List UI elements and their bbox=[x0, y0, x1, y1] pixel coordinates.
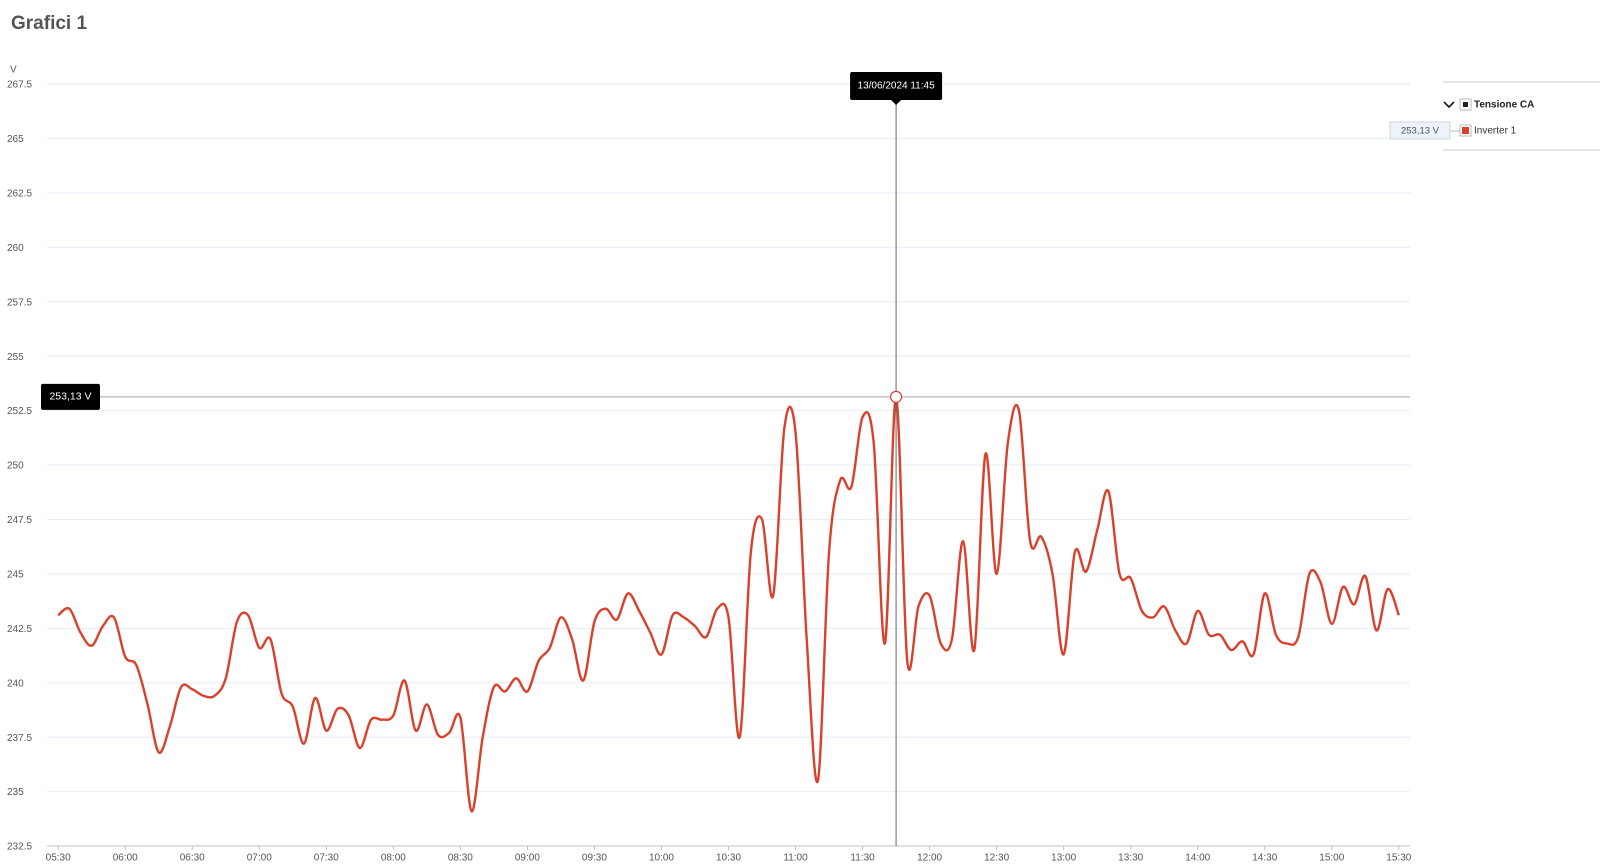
x-tick-label: 12:30 bbox=[984, 853, 1009, 864]
x-tick-label: 12:00 bbox=[917, 853, 942, 864]
plot: 232.5 235 237.5 240 242.5 245 247.5 250 252.5 255… bbox=[7, 72, 1412, 864]
y-tick-label: 267.5 bbox=[7, 80, 32, 91]
y-tick-label: 247.5 bbox=[7, 515, 32, 526]
y-tick-label: 262.5 bbox=[7, 188, 32, 199]
legend-label[interactable]: Inverter 1 bbox=[1474, 126, 1517, 137]
legend-value: 253,13 V bbox=[1401, 126, 1440, 137]
y-tick-label: 245 bbox=[7, 569, 24, 580]
x-tick-label: 07:00 bbox=[247, 853, 272, 864]
page-title: Grafici 1 bbox=[11, 13, 87, 34]
legend-group-label: Tensione CA bbox=[1474, 100, 1534, 111]
x-tick-label: 09:00 bbox=[515, 853, 540, 864]
y-tick-label: 235 bbox=[7, 787, 24, 798]
x-tick-label: 08:30 bbox=[448, 853, 473, 864]
x-tick-label: 05:30 bbox=[46, 853, 71, 864]
x-tick-label: 10:00 bbox=[649, 853, 674, 864]
y-tick-label: 242.5 bbox=[7, 624, 32, 635]
x-tick-label: 14:30 bbox=[1252, 853, 1277, 864]
y-unit: V bbox=[10, 65, 17, 76]
x-tick-label: 13:00 bbox=[1051, 853, 1076, 864]
series-line bbox=[57, 395, 1400, 813]
x-tick-label: 08:00 bbox=[381, 853, 406, 864]
x-tick-label: 07:30 bbox=[314, 853, 339, 864]
y-tick-label: 240 bbox=[7, 678, 24, 689]
y-tick-label: 260 bbox=[7, 243, 24, 254]
y-tick-label: 237.5 bbox=[7, 733, 32, 744]
y-value-box bbox=[41, 383, 100, 410]
collapse-icon[interactable] bbox=[1443, 101, 1455, 109]
tooltip-time: 13/06/2024 11:45 bbox=[858, 81, 936, 92]
x-tick-label: 15:00 bbox=[1319, 853, 1344, 864]
x-tick-label: 11:00 bbox=[783, 853, 808, 864]
x-tick-label: 14:00 bbox=[1185, 853, 1210, 864]
legend: Tensione CA 253,13 V Inverter 1 bbox=[1389, 81, 1600, 151]
legend-group-swatch bbox=[1463, 102, 1468, 107]
hover-point bbox=[889, 390, 903, 403]
x-tick-label: 09:30 bbox=[582, 853, 607, 864]
x-tick-label: 15:30 bbox=[1386, 853, 1411, 864]
y-tick-label: 250 bbox=[7, 461, 24, 472]
x-tick-label: 06:00 bbox=[113, 853, 138, 864]
legend-swatch bbox=[1462, 127, 1469, 134]
tooltip-arrow bbox=[891, 100, 902, 105]
x-tick-label: 10:30 bbox=[716, 853, 741, 864]
y-tick-label: 255 bbox=[7, 352, 24, 363]
y-tick-label: 265 bbox=[7, 134, 24, 145]
y-tick-label: 257.5 bbox=[7, 297, 32, 308]
y-value-label: 253,13 V bbox=[49, 391, 91, 403]
tooltip-box bbox=[850, 72, 943, 100]
x-tick-label: 06:30 bbox=[180, 853, 205, 864]
y-tick-label: 232.5 bbox=[7, 842, 32, 853]
y-tick-label: 252.5 bbox=[7, 406, 32, 417]
x-tick-label: 13:30 bbox=[1118, 853, 1143, 864]
x-tick-label: 11:30 bbox=[850, 853, 875, 864]
